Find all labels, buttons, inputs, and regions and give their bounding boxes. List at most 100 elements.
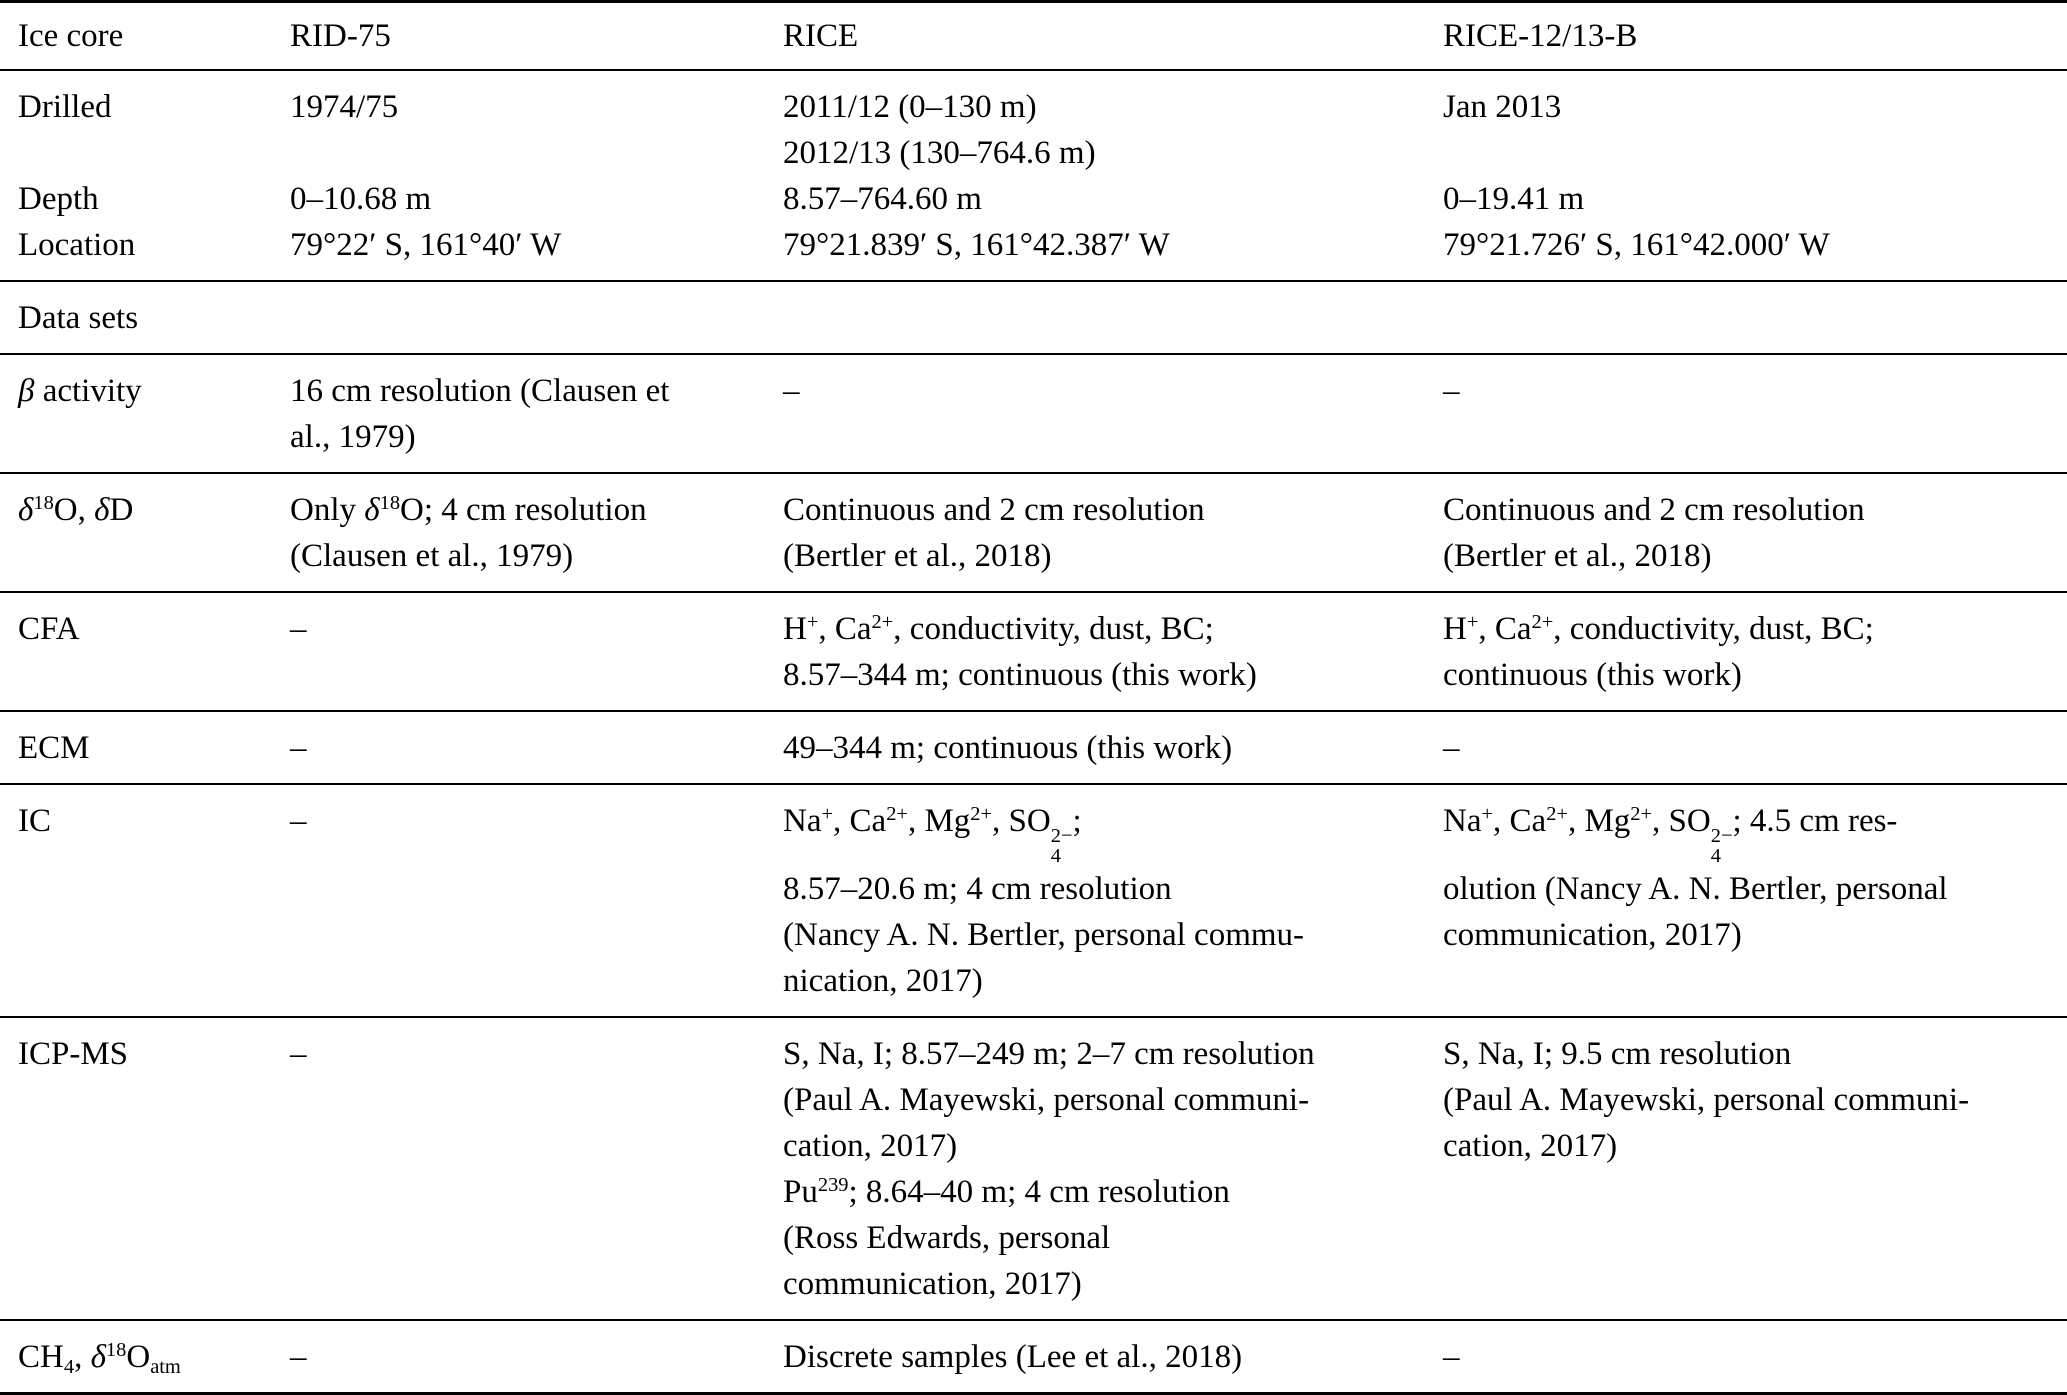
header-label: RID-75 xyxy=(290,18,391,54)
superscript: 2+ xyxy=(970,802,993,825)
ion-charge-stack: 2− 4 xyxy=(1050,825,1073,867)
superscript: 2+ xyxy=(886,802,908,825)
text-line: Continuous and 2 cm resolution xyxy=(783,492,1205,528)
text-line: (Bertler et al., 2018) xyxy=(1443,538,1712,574)
table-row-ic: IC – Na+, Ca2+, Mg2+, SO 2− 4; 8.57–20.6 m; 4… xyxy=(0,784,2067,1018)
cell-icp-ms-col1: – xyxy=(290,1017,783,1320)
text-line: – xyxy=(290,730,307,766)
text-line: olution (Nancy A. N. Bertler, personal xyxy=(1443,871,1948,908)
text-line: – xyxy=(1443,730,1460,766)
italic-symbol: δ xyxy=(364,492,380,528)
text-line: – xyxy=(290,1036,307,1073)
text-line xyxy=(290,130,765,176)
superscript: + xyxy=(821,802,834,825)
header-cell-col2: RICE xyxy=(783,2,1443,71)
table-row-icp-ms: ICP-MS – S, Na, I; 8.57–249 m; 2–7 cm reso… xyxy=(0,1017,2067,1321)
header-cell-col0: Ice core xyxy=(0,2,290,71)
text-line: 8.57–764.60 m xyxy=(783,181,982,217)
cell-ecm-col3: – xyxy=(1443,711,2067,784)
text-line: (Paul A. Mayewski, personal communi- xyxy=(1443,1082,1970,1119)
superscript: 18 xyxy=(105,1338,127,1361)
table-row-data-sets: Data sets xyxy=(0,281,2067,354)
table-row-beta-activity: β activity 16 cm resolution (Clausen et al… xyxy=(0,354,2067,473)
text-line xyxy=(18,130,272,176)
header-label: RICE-12/13-B xyxy=(1443,18,1638,54)
text-line: H+, Ca2+, conductivity, dust, BC; xyxy=(783,610,1214,647)
table-row-ecm: ECM – 49–344 m; continuous (this work) – xyxy=(0,711,2067,784)
text-line: CFA xyxy=(18,611,80,647)
text-line: – xyxy=(783,373,800,409)
cell-ch4-delta18o-atm-col3: – xyxy=(1443,1320,2067,1394)
cell-cfa-col0: CFA xyxy=(0,592,290,711)
cell-delta18o-deltad-col2: Continuous and 2 cm resolution (Bertler e… xyxy=(783,473,1443,592)
superscript: 18 xyxy=(379,491,401,514)
text-line: Only δ18O; 4 cm resolution xyxy=(290,491,647,528)
table-row-ch4-delta18o-atm: CH4, δ18Oatm – Discrete samples (Lee et al… xyxy=(0,1320,2067,1394)
text-line: S, Na, I; 8.57–249 m; 2–7 cm resolution xyxy=(783,1036,1315,1073)
cell-ecm-col0: ECM xyxy=(0,711,290,784)
text-line: Jan 2013 xyxy=(1443,89,1562,125)
text-line: β activity xyxy=(18,373,142,409)
text-line: cation, 2017) xyxy=(1443,1128,1618,1165)
text-line: (Bertler et al., 2018) xyxy=(783,538,1052,574)
header-cell-col1: RID-75 xyxy=(290,2,783,71)
superscript: + xyxy=(1466,610,1479,633)
cell-drilled-depth-location-col3: Jan 2013 0–19.41 m 79°21.726′ S, 161°42.0… xyxy=(1443,70,2067,281)
italic-symbol: δ xyxy=(94,492,110,528)
italic-symbol: δ xyxy=(18,492,34,528)
text-line: H+, Ca2+, conductivity, dust, BC; xyxy=(1443,610,1874,647)
text-line: S, Na, I; 9.5 cm resolution xyxy=(1443,1036,1792,1073)
table-row-delta18o-deltad: δ18O, δD Only δ18O; 4 cm resolution (Claus… xyxy=(0,473,2067,592)
cell-data-sets-col0: Data sets xyxy=(0,281,290,354)
text-line: communication, 2017) xyxy=(783,1266,1082,1303)
cell-data-sets-col1 xyxy=(290,281,783,354)
cell-cfa-col2: H+, Ca2+, conductivity, dust, BC; 8.57–34… xyxy=(783,592,1443,711)
text-line: nication, 2017) xyxy=(783,963,983,1000)
cell-icp-ms-col2: S, Na, I; 8.57–249 m; 2–7 cm resolution (… xyxy=(783,1017,1443,1320)
text-line: (Nancy A. N. Bertler, personal commu- xyxy=(783,917,1305,954)
table-row-drilled-depth-location: Drilled Depth Location 1974/75 0–10.68 m 79… xyxy=(0,70,2067,281)
cell-ecm-col2: 49–344 m; continuous (this work) xyxy=(783,711,1443,784)
text-line: Location xyxy=(18,227,136,263)
cell-ch4-delta18o-atm-col1: – xyxy=(290,1320,783,1394)
cell-ecm-col1: – xyxy=(290,711,783,784)
text-line: 49–344 m; continuous (this work) xyxy=(783,730,1233,766)
cell-cfa-col1: – xyxy=(290,592,783,711)
text-line: (Ross Edwards, personal xyxy=(783,1220,1111,1257)
italic-symbol: β xyxy=(18,373,35,409)
cell-ic-col2: Na+, Ca2+, Mg2+, SO 2− 4; 8.57–20.6 m; 4 cm… xyxy=(783,784,1443,1017)
table-row-cfa: CFA – H+, Ca2+, conductivity, dust, BC; 8.5… xyxy=(0,592,2067,711)
text-line: – xyxy=(1443,1339,1460,1376)
cell-ch4-delta18o-atm-col0: CH4, δ18Oatm xyxy=(0,1320,290,1394)
cell-ic-col3: Na+, Ca2+, Mg2+, SO 2− 4; 4.5 cm res-oluti… xyxy=(1443,784,2067,1017)
text-line: Drilled xyxy=(18,89,112,125)
subscript: 4 xyxy=(63,1355,75,1378)
cell-data-sets-col2 xyxy=(783,281,1443,354)
subscript: atm xyxy=(150,1355,181,1378)
text-line: 8.57–344 m; continuous (this work) xyxy=(783,657,1257,693)
table-header-row: Ice core RID-75 RICE RICE-12/13-B xyxy=(0,2,2067,71)
text-line: 79°21.726′ S, 161°42.000′ W xyxy=(1443,227,1830,263)
cell-drilled-depth-location-col1: 1974/75 0–10.68 m 79°22′ S, 161°40′ W xyxy=(290,70,783,281)
text-line: 16 cm resolution (Clausen et xyxy=(290,373,670,409)
text-line: cation, 2017) xyxy=(783,1128,958,1165)
superscript: 2+ xyxy=(1630,802,1653,825)
text-line: 79°22′ S, 161°40′ W xyxy=(290,227,562,263)
cell-drilled-depth-location-col0: Drilled Depth Location xyxy=(0,70,290,281)
text-line: 8.57–20.6 m; 4 cm resolution xyxy=(783,871,1172,908)
text-line: Depth xyxy=(18,181,99,217)
text-line: – xyxy=(290,611,307,647)
cell-beta-activity-col0: β activity xyxy=(0,354,290,473)
text-line: Na+, Ca2+, Mg2+, SO 2− 4; 4.5 cm res- xyxy=(1443,802,1898,867)
ion-charge-stack: 2− 4 xyxy=(1710,825,1733,867)
text-line: ICP-MS xyxy=(18,1036,129,1073)
text-line: continuous (this work) xyxy=(1443,657,1742,693)
text-line: 0–10.68 m xyxy=(290,181,432,217)
cell-icp-ms-col0: ICP-MS xyxy=(0,1017,290,1320)
cell-icp-ms-col3: S, Na, I; 9.5 cm resolution (Paul A. Maye… xyxy=(1443,1017,2067,1320)
header-label: Ice core xyxy=(18,18,124,54)
superscript: + xyxy=(1481,802,1494,825)
superscript: 18 xyxy=(33,491,54,514)
text-line: communication, 2017) xyxy=(1443,917,1742,954)
superscript: 239 xyxy=(817,1173,849,1196)
